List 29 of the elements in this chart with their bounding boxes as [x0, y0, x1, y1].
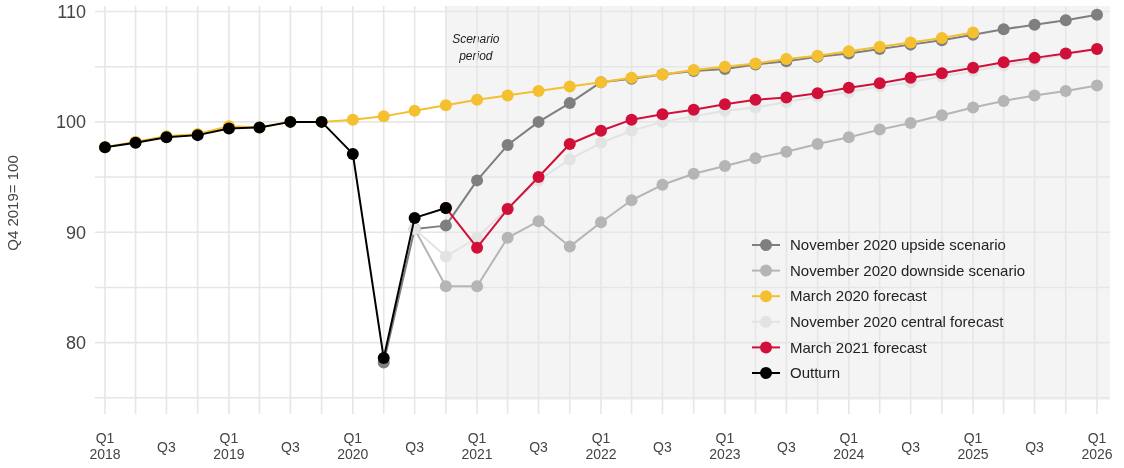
x-tick-label: Q3	[653, 439, 672, 455]
x-tick-label: Q1 2019	[213, 430, 245, 462]
x-tick-label: Q3	[281, 439, 300, 455]
y-tick-label: 90	[65, 222, 86, 243]
y-tick-label: 80	[65, 332, 86, 353]
x-tick-label: Q3	[157, 439, 176, 455]
x-tick-label: Q3	[529, 439, 549, 455]
x-tick-label: Q3	[901, 439, 921, 455]
x-tick-label: Q1 2020	[337, 430, 369, 462]
legend-label: November 2020 downside scenario	[790, 261, 1026, 279]
x-tick-label: Q3	[777, 439, 796, 455]
legend-label: November 2020 upside scenario	[790, 236, 1006, 254]
band-label: Scenario period	[452, 32, 500, 63]
x-tick-label: Q3	[405, 439, 425, 455]
x-tick-label: Q3	[1025, 439, 1045, 455]
y-tick-label: 110	[57, 1, 86, 22]
legend-label: March 2021 forecast	[790, 338, 928, 356]
x-tick-label: Q1 2024	[833, 430, 865, 462]
y-tick-label: 100	[55, 112, 86, 133]
legend-label: March 2020 forecast	[790, 287, 928, 305]
x-tick-label: Q1 2026	[1081, 430, 1113, 462]
legend-label: Outturn	[790, 364, 841, 382]
y-axis-title: Q4 2019= 100	[4, 155, 21, 251]
x-tick-label: Q1 2018	[89, 430, 121, 462]
x-tick-label: Q1 2022	[585, 430, 617, 462]
legend-label: November 2020 central forecast	[790, 313, 1005, 331]
x-tick-label: Q1 2025	[957, 430, 989, 462]
x-tick-label: Q1 2021	[461, 430, 493, 462]
x-tick-label: Q1 2023	[709, 430, 741, 462]
